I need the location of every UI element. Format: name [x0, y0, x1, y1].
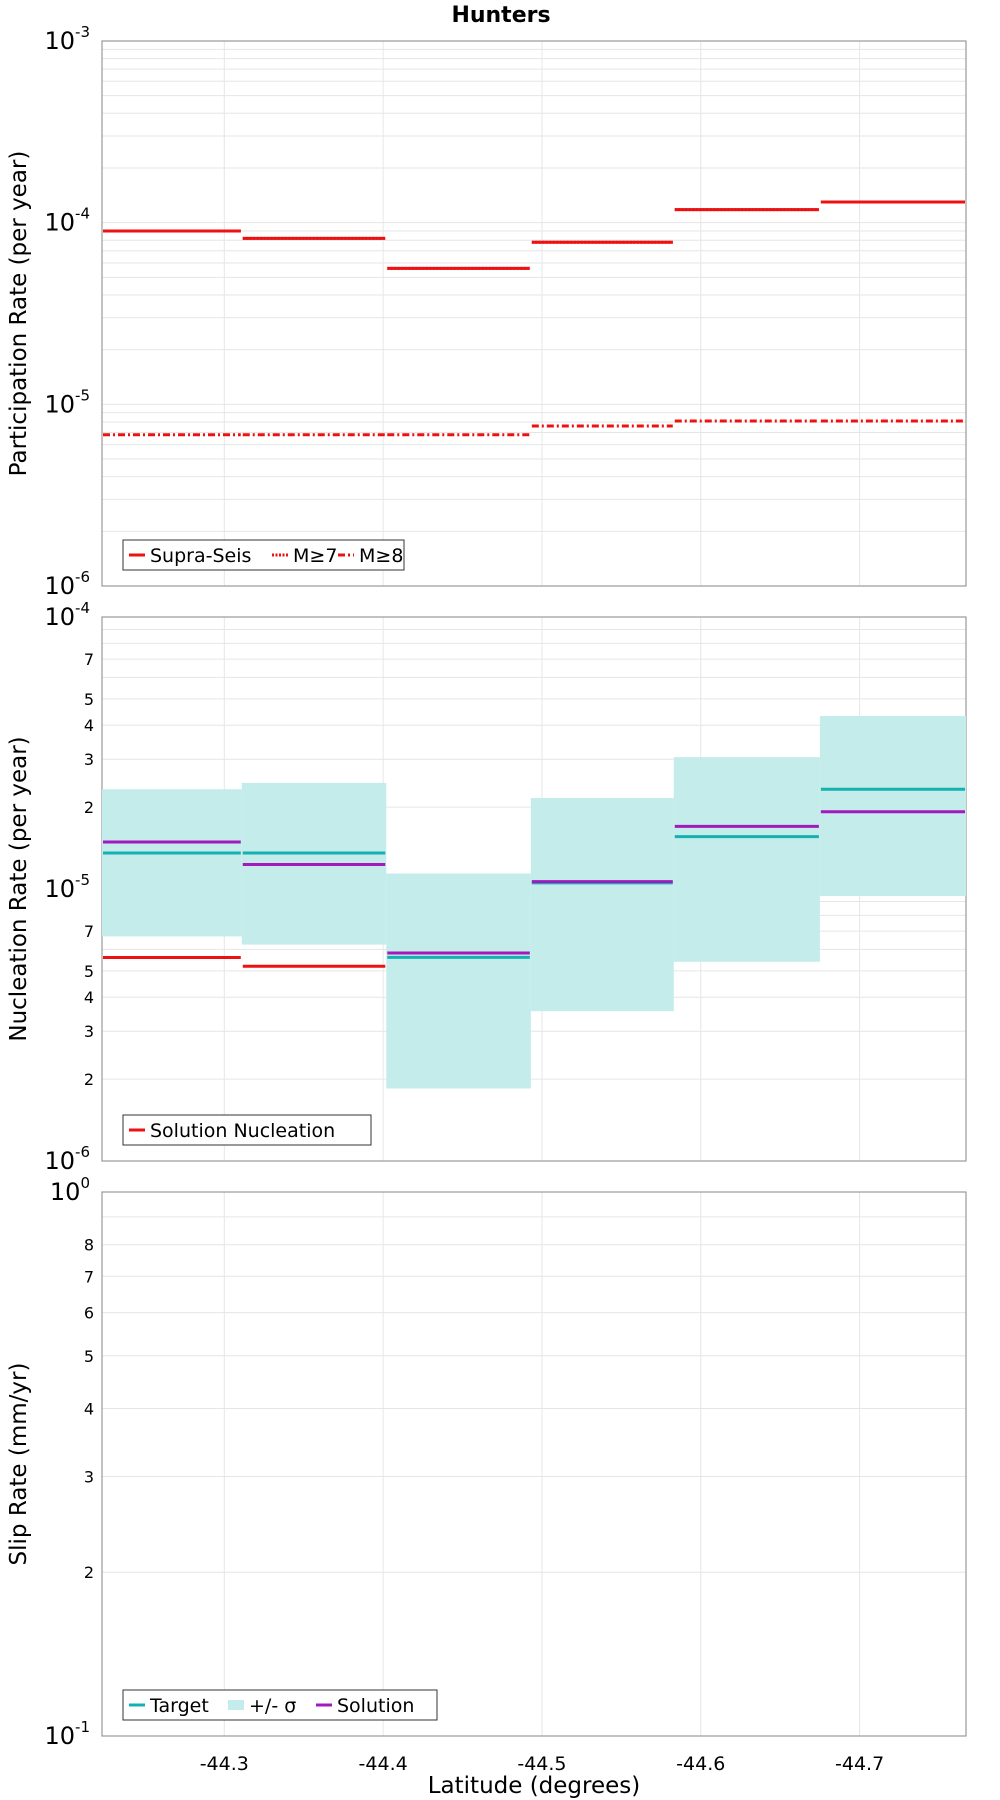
y-tick-label: 100 — [50, 1174, 90, 1206]
y-minor-tick-label: 3 — [84, 1467, 94, 1486]
y-minor-tick-label: 4 — [84, 988, 94, 1007]
legend-label: Target — [149, 1695, 209, 1717]
y-minor-tick-label: 2 — [84, 1563, 94, 1582]
y-minor-tick-label: 7 — [84, 1267, 94, 1286]
chart-title: Hunters — [451, 3, 550, 28]
legend-box — [122, 1114, 372, 1146]
y-tick-label: 10-3 — [44, 23, 90, 55]
legend-box — [122, 1689, 438, 1721]
legend: Target +/- σ Solution — [122, 1689, 438, 1721]
y-minor-tick-label: 5 — [84, 962, 94, 981]
y-minor-tick-label: 5 — [84, 1347, 94, 1366]
participation-rate-panel: 10-3 10-4 10-5 10-6 Participation Rate (per … — [6, 23, 967, 600]
y-tick-label: 10-1 — [44, 1718, 90, 1750]
y-minor-tick-label: 3 — [84, 750, 94, 769]
y-minor-tick-label: 5 — [84, 690, 94, 709]
legend: Supra-Seis M≥7 M≥8 — [122, 539, 405, 571]
sigma-band-segment — [102, 789, 242, 937]
legend-label: +/- σ — [249, 1695, 296, 1717]
y-tick-label: 10-4 — [44, 599, 90, 631]
slip-rate-panel: 100 10-1 8 7 6 5 4 3 2 Slip Rate (mm/yr) Target +/-… — [6, 715, 967, 1750]
legend-label: Solution Nucleation — [150, 1120, 335, 1142]
legend-label: Supra-Seis — [150, 545, 251, 567]
plot-area — [102, 1192, 966, 1736]
x-tick-label: -44.7 — [835, 1753, 884, 1775]
plot-frame — [101, 40, 967, 587]
legend-label: M≥7 — [293, 545, 337, 567]
y-axis-label: Nucleation Rate (per year) — [6, 736, 32, 1041]
y-minor-tick-label: 4 — [84, 716, 94, 735]
y-tick-label: 10-6 — [44, 568, 90, 600]
x-axis-label: Latitude (degrees) — [428, 1773, 641, 1799]
y-tick-label: 10-5 — [44, 386, 90, 418]
x-tick-label: -44.5 — [517, 1753, 566, 1775]
legend-label: M≥8 — [359, 545, 403, 567]
y-minor-tick-label: 7 — [84, 650, 94, 669]
x-tick-label: -44.6 — [676, 1753, 725, 1775]
y-minor-tick-label: 2 — [84, 798, 94, 817]
y-axis-label: Slip Rate (mm/yr) — [6, 1363, 32, 1566]
x-tick-label: -44.4 — [359, 1753, 408, 1775]
legend-band-swatch — [228, 1700, 244, 1710]
x-tick-label: -44.3 — [200, 1753, 249, 1775]
plot-frame — [101, 1191, 967, 1737]
plot-area — [102, 41, 966, 586]
sigma-band-segment — [386, 873, 531, 1089]
y-minor-tick-label: 2 — [84, 1070, 94, 1089]
y-axis-label: Participation Rate (per year) — [6, 151, 32, 477]
y-tick-label: 10-5 — [44, 871, 90, 903]
sigma-band-segment — [673, 757, 820, 962]
legend-label: Solution — [337, 1695, 414, 1717]
y-minor-tick-label: 7 — [84, 922, 94, 941]
legend-box — [122, 539, 405, 571]
y-minor-tick-label: 8 — [84, 1236, 94, 1255]
y-minor-tick-label: 3 — [84, 1022, 94, 1041]
y-tick-label: 10-6 — [44, 1143, 90, 1175]
y-tick-label: 10-4 — [44, 205, 90, 237]
sigma-band-segment — [819, 715, 966, 897]
legend: Solution Nucleation — [122, 1114, 372, 1146]
y-minor-tick-label: 4 — [84, 1399, 94, 1418]
y-minor-tick-label: 6 — [84, 1304, 94, 1323]
sigma-band-segment — [530, 797, 674, 1012]
